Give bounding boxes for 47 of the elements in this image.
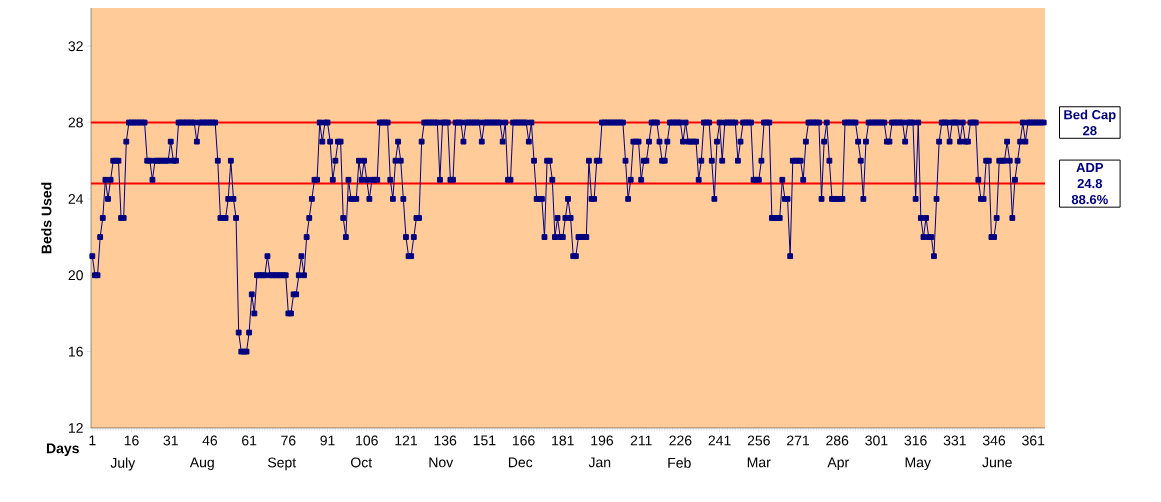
text: Sept	[268, 457, 297, 471]
text: Dec	[508, 457, 533, 468]
x-tick-label: 16	[124, 435, 139, 446]
x-tick-label: 106	[356, 435, 378, 446]
text: Mar	[747, 457, 771, 468]
y-tick-label: 32	[68, 41, 83, 52]
text: Feb	[668, 457, 691, 468]
x-tick-label: 256	[747, 435, 770, 446]
x-tick-label: 181	[552, 435, 574, 446]
x-tick-label: 196	[591, 435, 614, 446]
y-tick-label: 20	[68, 270, 83, 281]
x-tick-label: 76	[281, 435, 296, 446]
y-tick-label: 16	[68, 346, 83, 357]
x-tick-label: 226	[669, 435, 692, 446]
x-tick-label: 301	[865, 435, 888, 446]
x-tick-label: 91	[320, 435, 335, 446]
x-tick-label: 211	[630, 435, 652, 446]
x-tick-label: 346	[982, 435, 1006, 446]
text: June	[982, 457, 1012, 468]
text: Jan	[588, 457, 611, 468]
text: July	[110, 457, 136, 471]
x-tick-label: 46	[202, 435, 218, 446]
x-tick-label: 121	[395, 435, 417, 446]
ref-line-label: Bed Cap 28	[1064, 109, 1116, 136]
text: Oct	[351, 457, 373, 468]
text: Aug	[189, 457, 214, 471]
x-tick-label: 31	[163, 435, 178, 446]
x-axis-title: Days	[46, 443, 79, 457]
x-tick-label: 316	[904, 435, 927, 446]
x-tick-label: 241	[708, 435, 731, 446]
x-tick-label: 151	[473, 435, 496, 446]
y-tick-label: 28	[68, 117, 83, 128]
y-tick-label: 12	[68, 423, 83, 433]
x-tick-label: 166	[512, 435, 535, 446]
x-tick-label: 361	[1022, 435, 1045, 446]
y-axis-title: Beds Used	[41, 182, 52, 254]
text: May	[905, 457, 931, 471]
y-tick-label: 24	[68, 194, 84, 204]
x-tick-label: 1	[89, 435, 96, 446]
x-tick-label: 61	[242, 435, 257, 446]
x-tick-label: 286	[826, 435, 849, 446]
x-tick-label: 331	[943, 435, 966, 446]
text: Apr	[827, 457, 849, 471]
x-tick-label: 271	[787, 435, 809, 446]
ref-line-label: ADP 24.8 88.6%	[1071, 163, 1108, 205]
text: Nov	[429, 457, 454, 468]
x-tick-label: 136	[434, 435, 457, 446]
